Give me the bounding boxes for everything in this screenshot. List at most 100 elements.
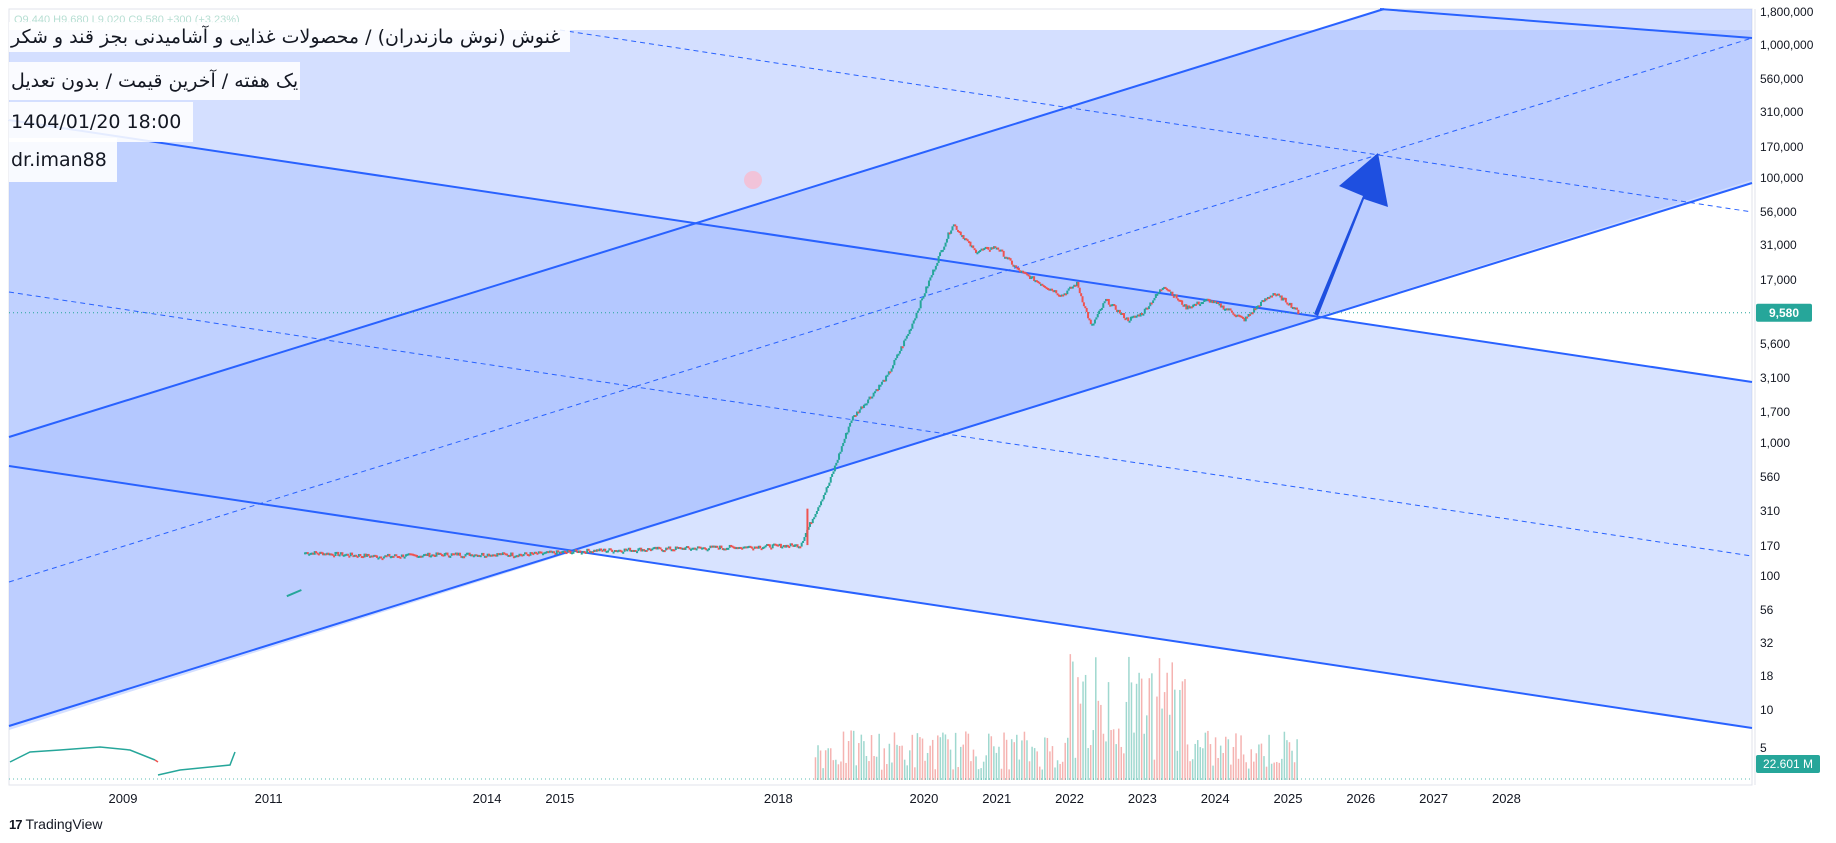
x-tick-label: 2022 — [1055, 791, 1084, 806]
candle — [633, 549, 636, 552]
volume-bar — [931, 739, 934, 780]
candle — [1134, 315, 1137, 318]
candle — [1063, 293, 1066, 296]
candle — [436, 552, 439, 555]
volume-bar — [1138, 672, 1140, 780]
candle — [313, 551, 316, 555]
volume-bar — [1097, 700, 1100, 780]
volume-bar — [1268, 734, 1270, 780]
volume-bar — [1199, 747, 1202, 780]
candle — [685, 546, 688, 549]
candle — [569, 550, 572, 554]
volume-bar — [1120, 746, 1123, 780]
candle — [447, 555, 450, 558]
candle — [612, 551, 615, 554]
volume-bar — [1133, 732, 1135, 780]
candle — [851, 416, 854, 421]
candle — [1141, 312, 1144, 316]
volume-bar — [842, 731, 845, 780]
candle — [1066, 290, 1069, 295]
volume-bar — [1102, 733, 1105, 780]
candle — [331, 553, 334, 556]
x-tick-label: 2018 — [764, 791, 793, 806]
y-tick-label: 18 — [1760, 669, 1774, 683]
candle — [1056, 293, 1059, 296]
y-tick-label: 1,800,000 — [1760, 5, 1814, 19]
volume-bar — [1212, 765, 1214, 780]
candle — [890, 368, 893, 372]
candle — [409, 553, 412, 556]
volume-bar — [1196, 740, 1199, 780]
candle — [916, 310, 919, 313]
volume-bar — [1016, 734, 1018, 780]
candle — [573, 549, 576, 552]
y-tick-label: 100 — [1760, 569, 1780, 583]
volume-bar — [878, 733, 880, 780]
candle — [530, 552, 533, 555]
candle — [519, 553, 522, 556]
candle — [963, 238, 966, 241]
candle — [1236, 314, 1239, 317]
candle — [591, 551, 594, 554]
candle — [551, 551, 554, 554]
candle — [925, 286, 928, 294]
candle — [1087, 312, 1090, 319]
candle — [1055, 290, 1058, 294]
volume-bar — [1151, 673, 1153, 780]
y-tick-label: 32 — [1760, 636, 1774, 650]
descending-outer-median-line — [559, 29, 1753, 213]
y-tick-label: 560,000 — [1760, 72, 1804, 86]
candle — [894, 358, 897, 361]
candle — [850, 420, 853, 423]
candle — [958, 231, 961, 234]
candle — [1142, 313, 1145, 316]
candle — [781, 546, 784, 549]
candle — [730, 544, 733, 547]
candle — [712, 545, 715, 548]
candle — [512, 556, 515, 559]
candle — [835, 462, 838, 466]
candle — [1193, 303, 1196, 306]
volume-bar — [944, 734, 947, 780]
y-tick-label: 5 — [1760, 741, 1767, 755]
candle — [927, 280, 930, 287]
candle — [550, 550, 553, 553]
ascending-median-line — [8, 37, 1753, 583]
candle — [875, 389, 878, 392]
candle — [998, 249, 1001, 252]
candle — [562, 550, 565, 553]
volume-bar — [886, 764, 888, 780]
candle — [553, 551, 556, 554]
candle — [1034, 280, 1037, 283]
volume-bar — [1219, 745, 1222, 780]
candle — [1099, 308, 1102, 311]
candle — [364, 553, 367, 557]
candle — [752, 548, 755, 551]
candle — [615, 550, 618, 553]
y-tick-label: 1,000 — [1760, 436, 1790, 450]
candle — [1266, 296, 1269, 300]
volume-bar — [1168, 714, 1171, 780]
candle — [1152, 300, 1155, 304]
volume-bar — [1286, 740, 1288, 780]
volume-bar — [1143, 733, 1145, 780]
candle — [1012, 264, 1015, 267]
candle — [525, 552, 528, 555]
candle — [969, 241, 972, 247]
candle — [445, 552, 448, 555]
volume-bar — [1067, 737, 1069, 780]
candle — [1132, 315, 1135, 318]
candle — [999, 249, 1002, 252]
candle — [732, 546, 735, 549]
candle — [1103, 301, 1106, 304]
candle — [1113, 304, 1116, 307]
candle — [692, 547, 695, 550]
candle — [609, 548, 612, 551]
tradingview-logo[interactable]: 17 TradingView — [9, 816, 103, 832]
candle — [416, 554, 419, 558]
candle — [1109, 304, 1112, 307]
candle — [1077, 281, 1080, 288]
candle — [429, 555, 432, 558]
